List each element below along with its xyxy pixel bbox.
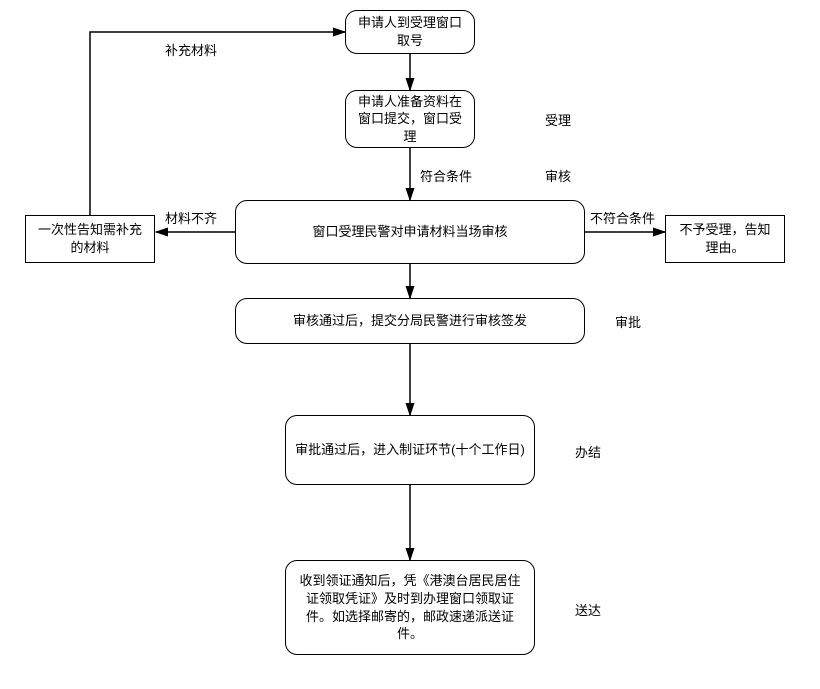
node-label: 窗口受理民警对申请材料当场审核	[312, 223, 507, 241]
node-label: 一次性告知需补充的材料	[34, 221, 146, 256]
node-production: 审批通过后，进入制证环节(十个工作日)	[285, 415, 535, 485]
node-label: 审核通过后，提交分局民警进行审核签发	[293, 312, 527, 330]
node-label: 审批通过后，进入制证环节(十个工作日)	[295, 441, 525, 459]
stage-label-complete: 办结	[575, 442, 601, 461]
edge-label-condition-fail: 不符合条件	[590, 208, 655, 227]
node-take-number: 申请人到受理窗口取号	[345, 10, 475, 54]
node-supplement-notice: 一次性告知需补充的材料	[25, 215, 155, 263]
edge-label-condition-met: 符合条件	[420, 166, 472, 185]
node-delivery: 收到领证通知后，凭《港澳台居民居住证领取凭证》及时到办理窗口领取证件。如选择邮寄…	[285, 560, 535, 655]
node-label: 收到领证通知后，凭《港澳台居民居住证领取凭证》及时到办理窗口领取证件。如选择邮寄…	[294, 572, 526, 642]
node-reject: 不予受理，告知理由。	[665, 215, 785, 263]
stage-label-review: 审核	[545, 166, 571, 185]
node-label: 申请人准备资料在窗口提交，窗口受理	[354, 93, 466, 146]
node-onsite-review: 窗口受理民警对申请材料当场审核	[235, 200, 585, 264]
stage-label-approve: 审批	[615, 312, 641, 331]
node-submit-materials: 申请人准备资料在窗口提交，窗口受理	[345, 90, 475, 148]
node-label: 申请人到受理窗口取号	[354, 14, 466, 49]
node-label: 不予受理，告知理由。	[674, 221, 776, 256]
edge-label-incomplete: 材料不齐	[165, 208, 217, 227]
edge-label-supplement: 补充材料	[165, 40, 217, 59]
stage-label-accept: 受理	[545, 110, 571, 129]
stage-label-deliver: 送达	[575, 600, 601, 619]
node-branch-approval: 审核通过后，提交分局民警进行审核签发	[235, 298, 585, 344]
